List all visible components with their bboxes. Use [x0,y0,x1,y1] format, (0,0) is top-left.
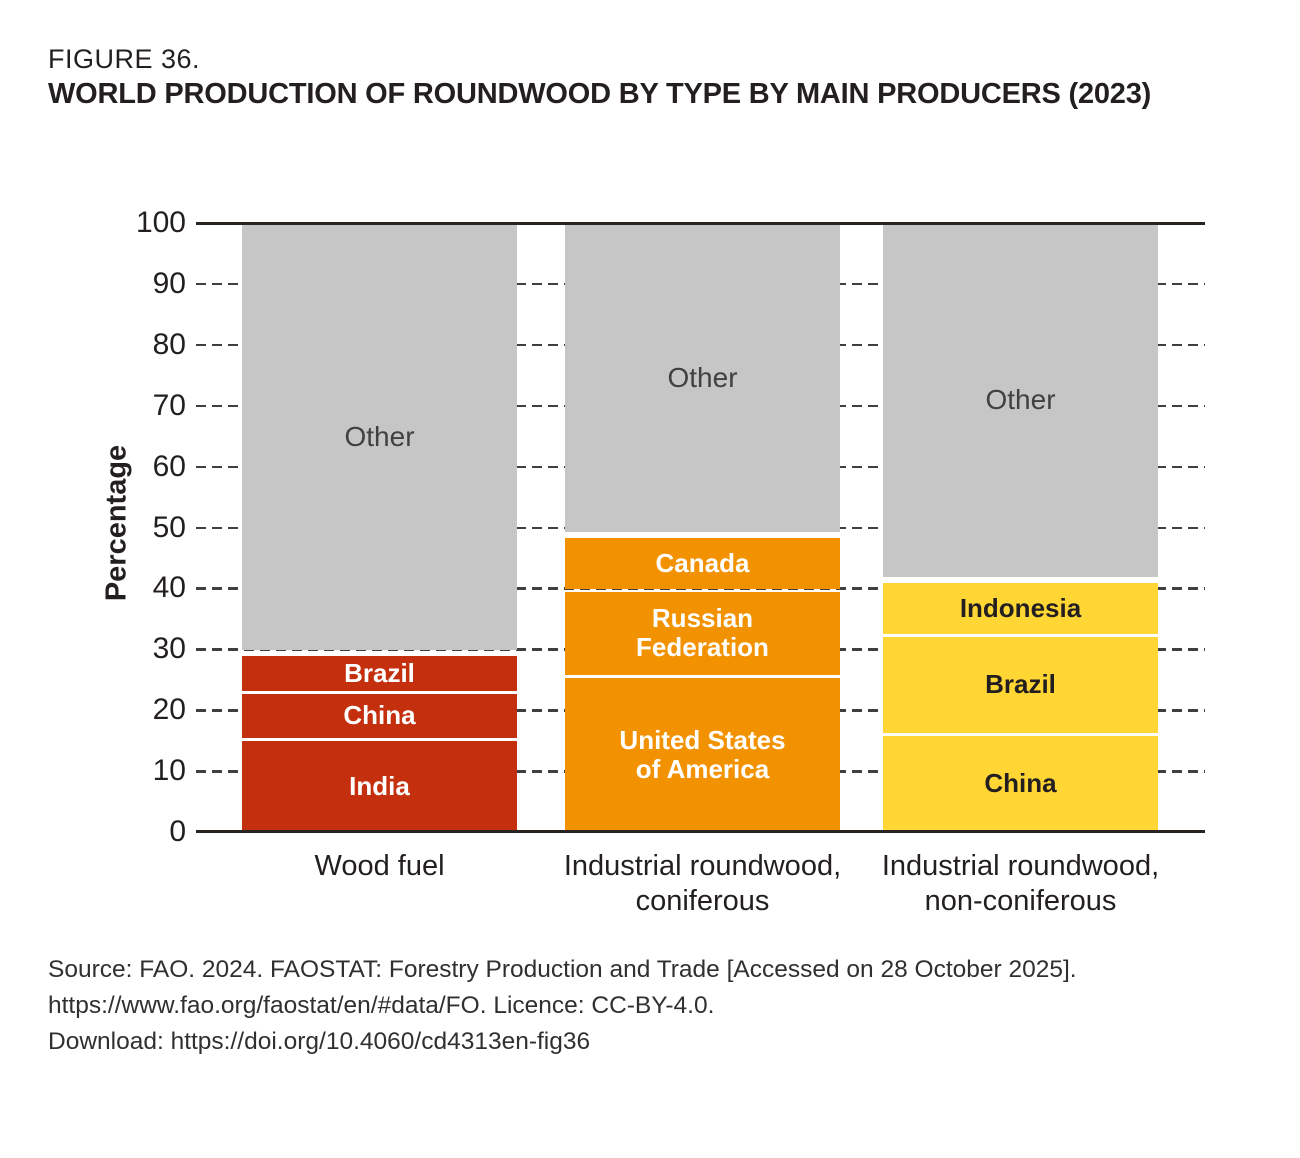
y-tick-label-50: 50 [152,510,186,544]
segment-label: Russian Federation [636,603,769,663]
segment-other: Other [242,223,517,650]
figure-title: WORLD PRODUCTION OF ROUNDWOOD BY TYPE BY… [48,78,1152,110]
segment-label: Canada [655,547,750,578]
bar-industrial-roundwood-non-coniferous: China Brazil Indonesia Other [883,223,1158,832]
y-tick-label-30: 30 [152,632,186,666]
segment-india: India [242,740,517,832]
source-line-1: Source: FAO. 2024. FAOSTAT: Forestry Pro… [48,956,1077,983]
y-tick-label-100: 100 [135,206,186,239]
segment-china: China [242,693,517,738]
segment-united-states-of-america: United States of America [565,677,840,832]
axis-line-bottom [196,830,1205,833]
segment-brazil: Brazil [242,655,517,691]
plot-area: India China Brazil Other United States of Am… [196,222,1205,833]
x-axis-label-2: Industrial roundwood, coniferous [563,850,842,917]
axis-line-top [196,222,1205,225]
y-tick-label-80: 80 [152,327,186,361]
bar-wood-fuel: India China Brazil Other [242,223,517,832]
x-axis-label-3: Industrial roundwood, non-coniferous [881,850,1160,917]
segment-canada: Canada [565,537,840,590]
segment-other: Other [883,223,1158,577]
y-tick-label-60: 60 [152,449,186,483]
y-tick-label-20: 20 [152,693,186,727]
y-tick-label-10: 10 [152,754,186,788]
source-text: Source: FAO. 2024. FAOSTAT: Forestry Pro… [48,952,1077,1060]
segment-label: Brazil [344,657,415,688]
segment-brazil: Brazil [883,637,1158,733]
source-line-3: Download: https://doi.org/10.4060/cd4313… [48,1028,591,1055]
segment-china: China [883,735,1158,832]
segment-label: Other [667,361,738,393]
bar-industrial-roundwood-coniferous: United States of America Russian Federati… [565,223,840,832]
segment-other: Other [565,223,840,532]
segment-label: India [349,770,410,801]
segment-russian-federation: Russian Federation [565,592,840,675]
figure-number: FIGURE 36. [48,44,201,74]
y-tick-label-70: 70 [152,388,186,422]
y-tick-label-90: 90 [152,266,186,300]
segment-label: United States of America [619,724,786,784]
segment-label: China [343,700,416,731]
segment-label: Brazil [985,669,1056,700]
segment-label: Other [344,420,415,452]
segment-indonesia: Indonesia [883,582,1158,635]
source-line-2: https://www.fao.org/faostat/en/#data/FO.… [48,992,715,1019]
x-axis-label-1: Wood fuel [314,850,445,882]
y-tick-label-0: 0 [169,815,186,848]
y-tick-label-40: 40 [152,571,186,605]
segment-label: Other [985,384,1056,416]
segment-label: China [984,768,1057,799]
segment-label: Indonesia [959,592,1082,623]
